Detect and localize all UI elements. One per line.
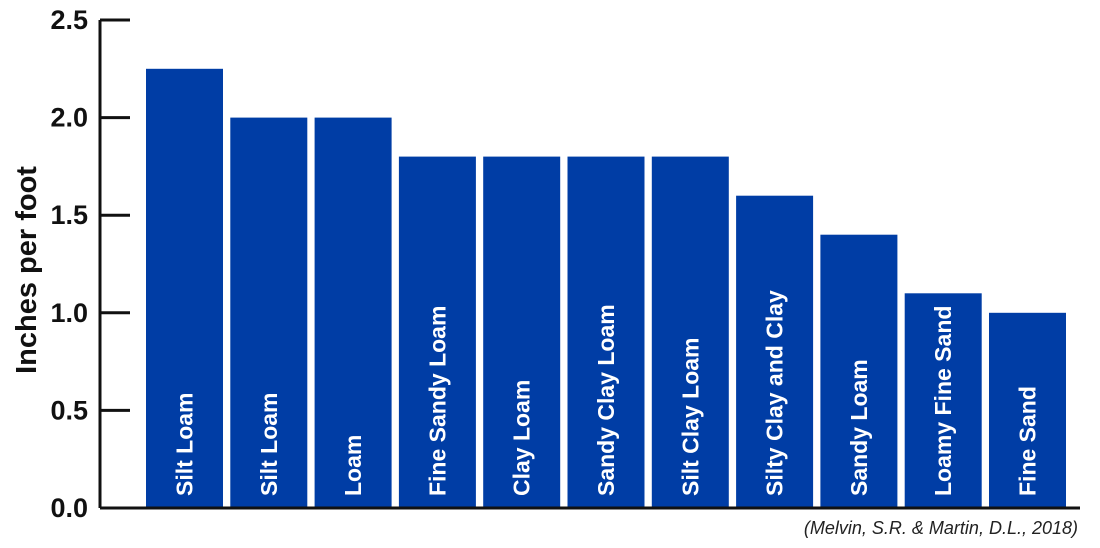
y-axis-title: Inches per foot — [11, 166, 43, 374]
y-tick-label: 1.5 — [50, 200, 88, 230]
bars-layer — [146, 68, 1066, 509]
y-tick-label: 2.0 — [50, 103, 88, 133]
bar-category-label: Sandy Clay Loam — [593, 304, 619, 496]
bar — [904, 293, 982, 508]
y-tick-label: 1.0 — [50, 298, 88, 328]
bar — [567, 156, 645, 508]
bar — [230, 117, 308, 508]
bar — [398, 156, 476, 508]
bar-category-label: Silt Loam — [172, 392, 198, 496]
source-note: (Melvin, S.R. & Martin, D.L., 2018) — [804, 518, 1078, 538]
bar-category-label: Silt Loam — [256, 392, 282, 496]
y-tick-label: 2.5 — [50, 5, 88, 35]
bar-category-label: Silt Clay Loam — [677, 338, 703, 496]
bar-category-label: Loam — [340, 435, 366, 496]
bar-category-label: Loamy Fine Sand — [930, 306, 956, 496]
bar — [146, 68, 223, 509]
ticks-layer: 0.0 0.5 1.0 1.5 2.0 2.5 — [50, 5, 130, 523]
bar-category-label: Sandy Loam — [846, 359, 872, 496]
bar — [736, 195, 814, 508]
bar-category-label: Fine Sandy Loam — [424, 306, 450, 496]
bar — [483, 156, 561, 508]
y-tick-label: 0.5 — [50, 395, 88, 425]
axis-layer — [98, 20, 1080, 510]
bar-labels-layer: Silt Loam Silt Loam Loam Fine Sandy Loam Cla… — [172, 290, 1041, 496]
bar-category-label: Fine Sand — [1015, 386, 1041, 496]
bar — [651, 156, 729, 508]
bar — [314, 117, 392, 508]
bar-category-label: Clay Loam — [509, 380, 535, 496]
bar-category-label: Silty Clay and Clay — [762, 290, 788, 496]
bar — [820, 234, 898, 508]
y-tick-label: 0.0 — [50, 493, 88, 523]
bar — [989, 312, 1066, 508]
